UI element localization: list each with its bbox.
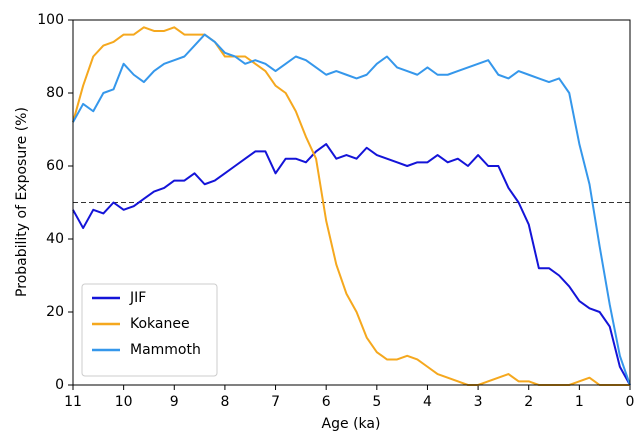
y-tick-label: 60 [46, 158, 64, 174]
y-tick-label: 100 [37, 12, 64, 28]
y-tick-label: 40 [46, 231, 64, 247]
x-tick-label: 7 [271, 394, 280, 410]
y-tick-label: 20 [46, 304, 64, 320]
series-line [72, 33, 631, 386]
y-tick-label: 0 [55, 377, 64, 393]
x-axis-label: Age (ka) [322, 416, 381, 432]
x-tick-label: 6 [322, 394, 331, 410]
plot-frame [72, 19, 631, 386]
x-tick-label: 3 [474, 394, 483, 410]
x-tick-label: 0 [626, 394, 635, 410]
legend-label: Kokanee [130, 316, 190, 332]
x-tick-label: 5 [372, 394, 381, 410]
series-line [72, 26, 630, 386]
x-tick-label: 1 [575, 394, 584, 410]
y-axis-label: Probability of Exposure (%) [14, 107, 30, 297]
x-tick-label: 8 [220, 394, 229, 410]
y-tick-label: 80 [46, 85, 64, 101]
legend-label: Mammoth [130, 342, 201, 358]
legend-frame [81, 283, 218, 377]
x-tick-label: 4 [423, 394, 432, 410]
legend-label: JIF [129, 290, 146, 306]
series-line [72, 143, 631, 386]
x-tick-label: 11 [64, 394, 82, 410]
x-tick-label: 10 [115, 394, 133, 410]
x-tick-label: 9 [170, 394, 179, 410]
x-tick-label: 2 [524, 394, 533, 410]
